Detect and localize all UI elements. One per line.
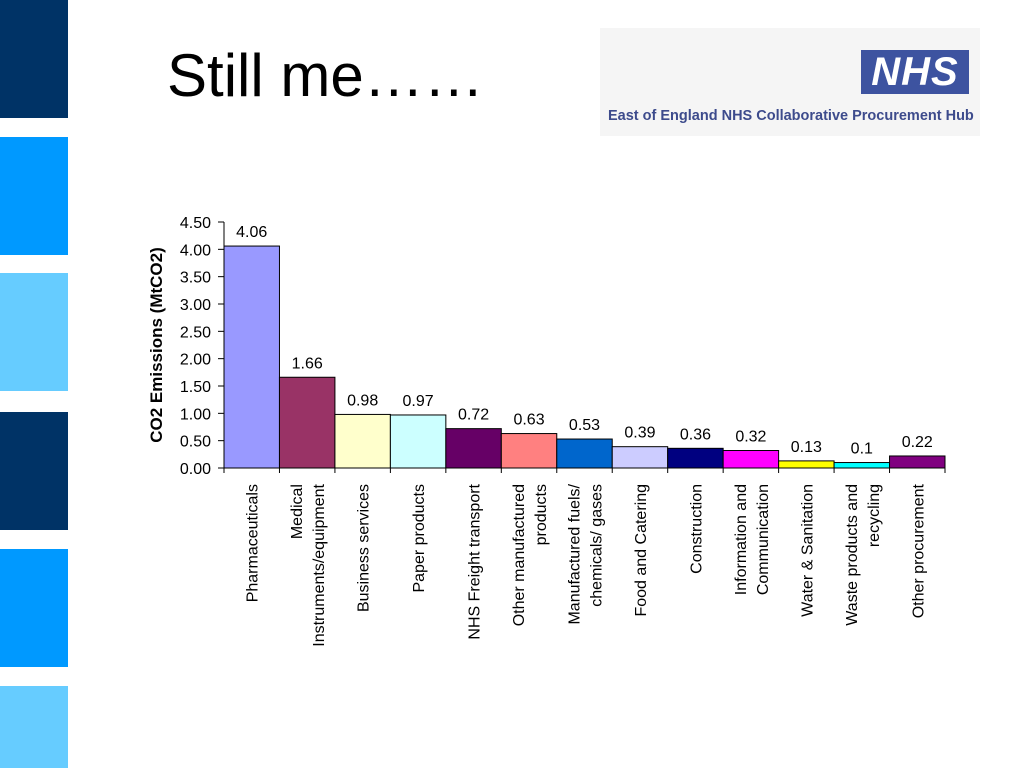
org-name: East of England NHS Collaborative Procur… <box>608 108 974 124</box>
y-tick-label: 2.50 <box>180 324 211 341</box>
side-block <box>0 686 68 768</box>
side-block <box>0 137 68 255</box>
x-category-label: Manufactured fuels/chemicals/ gases <box>567 483 606 624</box>
bar <box>223 245 280 469</box>
data-label: 0.97 <box>403 393 434 410</box>
bar <box>389 414 447 469</box>
bar <box>889 455 946 469</box>
x-category-label: Food and Catering <box>633 484 650 617</box>
data-label: 4.06 <box>236 224 267 241</box>
data-label: 0.39 <box>624 425 655 442</box>
data-label: 0.63 <box>513 412 544 429</box>
side-block <box>0 549 68 667</box>
y-tick-label: 0.00 <box>180 461 211 478</box>
side-block <box>0 273 68 391</box>
x-category-label: Other manufactured products <box>511 484 550 626</box>
data-label: 0.22 <box>902 434 933 451</box>
y-tick-label: 0.50 <box>180 434 211 451</box>
nhs-logo-mark: NHS <box>861 50 969 94</box>
x-category-label: Waste products and recycling <box>844 484 883 626</box>
data-label: 0.1 <box>851 441 873 458</box>
side-block <box>0 0 68 118</box>
x-category-label: Paper products <box>411 484 428 593</box>
bar <box>833 462 891 469</box>
y-tick-label: 3.00 <box>180 297 211 314</box>
bar <box>611 446 669 469</box>
y-tick-label: 4.50 <box>180 215 211 232</box>
x-category-label: Information and Communication <box>733 484 772 595</box>
y-tick-label: 3.50 <box>180 270 211 287</box>
side-block <box>0 412 68 530</box>
bar <box>445 428 502 469</box>
data-label: 0.53 <box>569 417 600 434</box>
x-category-label: Business services <box>356 484 373 612</box>
bar <box>500 433 558 469</box>
x-category-label: NHS Freight transport <box>467 483 484 639</box>
data-label: 1.66 <box>292 355 323 372</box>
x-category-label: Water & Sanitation <box>799 484 816 617</box>
y-tick-label: 1.00 <box>180 406 211 423</box>
slide-title: Still me…… <box>167 42 484 109</box>
data-label: 0.72 <box>458 407 489 424</box>
y-axis-title: CO2 Emissions (MtCO2) <box>147 247 166 443</box>
data-label: 0.98 <box>347 392 378 409</box>
bar <box>667 447 724 469</box>
bar <box>334 413 391 469</box>
data-label: 0.36 <box>680 426 711 443</box>
x-category-label: Medical Instruments/equipment <box>289 483 328 646</box>
y-tick-label: 2.00 <box>180 352 211 369</box>
x-category-label: Other procurement <box>910 483 927 618</box>
data-label: 0.13 <box>791 439 822 456</box>
x-category-label: Construction <box>688 484 705 574</box>
bar <box>778 460 835 469</box>
bar <box>722 450 780 469</box>
bar <box>278 376 336 469</box>
y-tick-label: 1.50 <box>180 379 211 396</box>
x-category-label: Pharmaceuticals <box>245 484 262 602</box>
y-tick-label: 4.00 <box>180 242 211 259</box>
bar <box>556 438 613 469</box>
data-label: 0.32 <box>735 429 766 446</box>
nhs-logo-panel: NHS East of England NHS Collaborative Pr… <box>600 28 980 136</box>
